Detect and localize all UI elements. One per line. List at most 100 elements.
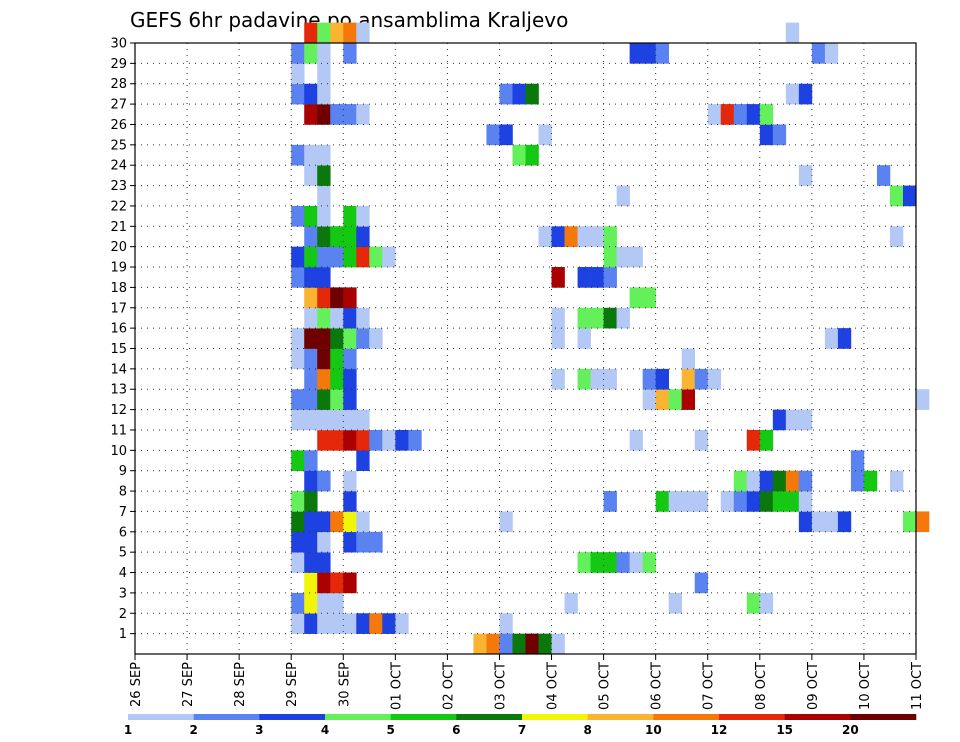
heatmap-cell: [356, 328, 370, 349]
heatmap-cell: [590, 552, 604, 573]
heatmap-cell: [291, 511, 305, 533]
y-tick-label: 19: [110, 261, 127, 276]
heatmap-cell: [291, 613, 305, 634]
y-tick-label: 12: [110, 403, 127, 418]
heatmap-cell: [382, 429, 396, 451]
heatmap-cell: [356, 511, 370, 533]
heatmap-cell: [785, 491, 800, 512]
colorbar-swatch: [259, 714, 326, 720]
x-tick-label: 02 OCT: [441, 662, 456, 710]
x-tick-label: 10 OCT: [858, 662, 873, 710]
heatmap-cell: [317, 267, 331, 288]
heatmap-cell: [616, 307, 630, 329]
y-tick-label: 3: [119, 586, 127, 601]
heatmap-cell: [330, 348, 344, 370]
heatmap-cell: [798, 511, 813, 533]
heatmap-cell: [343, 226, 357, 247]
heatmap-cell: [811, 511, 826, 533]
heatmap-cell: [603, 267, 617, 288]
heatmap-cell: [330, 22, 344, 44]
heatmap-cell: [577, 226, 591, 247]
heatmap-cell: [603, 491, 617, 512]
x-tick-label: 03 OCT: [493, 662, 508, 710]
heatmap-cell: [343, 429, 357, 451]
heatmap-cell: [850, 470, 865, 492]
plot-frame: [134, 42, 917, 655]
heatmap-cell: [642, 368, 656, 390]
x-tick-label: 05 OCT: [598, 662, 613, 710]
heatmap-cell: [837, 328, 852, 349]
heatmap-cell: [551, 633, 565, 655]
heatmap-cell: [486, 124, 500, 146]
heatmap-cell: [668, 491, 682, 512]
heatmap-cell: [330, 592, 344, 614]
heatmap-cell: [343, 409, 357, 431]
heatmap-cell: [473, 633, 487, 655]
heatmap-cell: [837, 511, 852, 533]
heatmap-cell: [343, 511, 357, 533]
heatmap-cell: [759, 592, 774, 614]
heatmap-cell: [304, 307, 318, 329]
heatmap-cell: [317, 63, 331, 85]
y-tick-label: 28: [110, 77, 127, 92]
heatmap-cell: [343, 389, 357, 410]
heatmap-cell: [408, 429, 422, 451]
heatmap-cell: [304, 104, 318, 125]
x-tick-label: 26 SEP: [129, 662, 144, 707]
heatmap-cell: [603, 368, 617, 390]
heatmap-cell: [499, 511, 513, 533]
heatmap-cell: [720, 491, 735, 512]
x-tick-label: 04 OCT: [546, 662, 561, 710]
heatmap-cell: [343, 613, 357, 634]
heatmap-cell: [304, 205, 318, 227]
heatmap-cell: [616, 246, 630, 268]
colorbar-label: 10: [645, 723, 662, 737]
heatmap-cell: [668, 592, 682, 614]
heatmap-cell: [356, 226, 370, 247]
colorbar-label: 15: [776, 723, 793, 737]
heatmap-cell: [759, 124, 774, 146]
heatmap-cell: [629, 429, 643, 451]
heatmap-cell: [356, 307, 370, 329]
heatmap-cell: [798, 165, 813, 186]
heatmap-cell: [304, 83, 318, 105]
heatmap-cell: [343, 348, 357, 370]
heatmap-cell: [798, 409, 813, 431]
heatmap-cell: [733, 470, 748, 492]
heatmap-cell: [304, 43, 318, 64]
y-tick-label: 14: [110, 362, 127, 377]
y-tick-label: 13: [110, 383, 127, 398]
heatmap-cell: [369, 531, 383, 553]
heatmap-cell: [330, 429, 344, 451]
heatmap-cell: [655, 43, 669, 64]
heatmap-cell: [317, 287, 331, 309]
heatmap-cell: [317, 511, 331, 533]
colorbar-swatch: [522, 714, 588, 720]
heatmap-cell: [512, 144, 526, 166]
y-tick-label: 4: [119, 566, 127, 581]
heatmap-cell: [343, 205, 357, 227]
heatmap-cell: [746, 491, 761, 512]
x-tick-label: 30 SEP: [337, 662, 352, 707]
x-tick-label: 09 OCT: [806, 662, 821, 710]
heatmap-cell: [785, 409, 800, 431]
heatmap-cell: [304, 165, 318, 186]
heatmap-cell: [317, 552, 331, 573]
colorbar-label: 3: [255, 723, 263, 737]
heatmap-cell: [304, 267, 318, 288]
y-tick-label: 7: [119, 505, 127, 520]
heatmap-cell: [824, 328, 839, 349]
heatmap-cell: [382, 613, 396, 634]
colorbar-swatch: [193, 714, 260, 720]
heatmap-cell: [590, 267, 604, 288]
heatmap-cell: [369, 328, 383, 349]
heatmap-cell: [317, 83, 331, 105]
heatmap-cells: [291, 22, 930, 655]
heatmap-cell: [759, 429, 774, 451]
x-tick-label: 28 SEP: [233, 662, 248, 707]
heatmap-cell: [343, 307, 357, 329]
heatmap-cell: [746, 592, 761, 614]
heatmap-cell: [538, 226, 552, 247]
heatmap-cell: [916, 511, 930, 533]
heatmap-cell: [304, 552, 318, 573]
